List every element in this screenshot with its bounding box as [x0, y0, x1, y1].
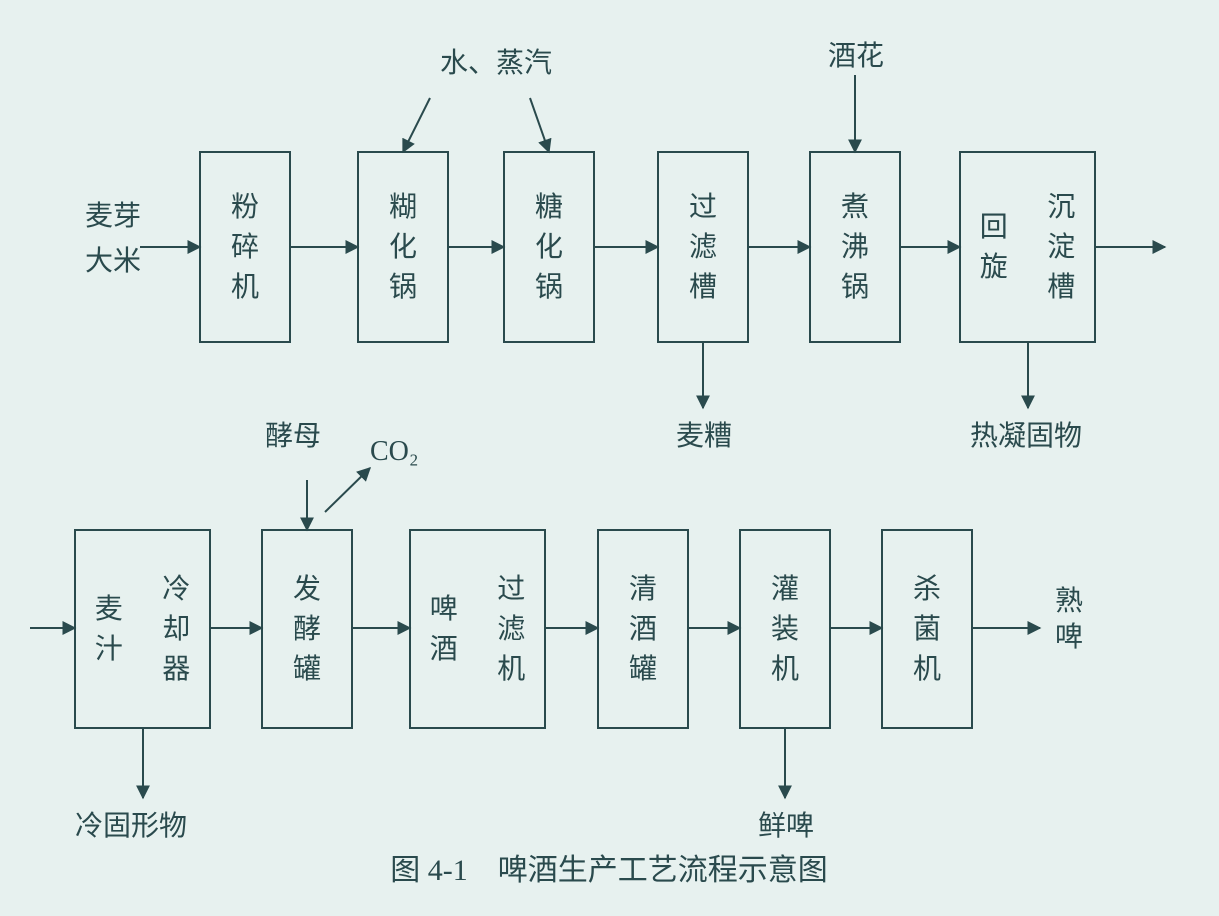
io-label: 冷固形物 [75, 810, 187, 842]
box-label: 发酵罐 [293, 573, 321, 685]
box-label: 粉碎机 [231, 191, 259, 303]
box-label: 煮沸锅 [841, 191, 869, 303]
canvas-bg [0, 0, 1219, 916]
box-label: 过滤槽 [689, 191, 717, 303]
figure-caption: 图 4-1 啤酒生产工艺流程示意图 [390, 854, 828, 887]
io-label: CO₂ [370, 436, 419, 467]
box-label: 清酒罐 [629, 573, 657, 685]
flowchart: 粉碎机糊化锅糖化锅过滤槽煮沸锅回旋沉淀槽麦汁冷却器发酵罐啤酒过滤机清酒罐灌装机杀… [0, 0, 1219, 916]
io-label: 大米 [85, 245, 141, 277]
box-label: 过滤机 [497, 573, 525, 685]
io-label: 酵母 [265, 421, 321, 452]
box-label: 灌装机 [771, 573, 799, 685]
io-label: 热凝固物 [970, 420, 1082, 452]
io-label: 麦芽 [85, 200, 141, 232]
box-label: 沉淀槽 [1047, 191, 1075, 303]
io-label: 鲜啤 [758, 810, 814, 842]
io-label: 酒花 [828, 40, 884, 72]
box-label: 糖化锅 [535, 191, 563, 303]
box-label: 糊化锅 [389, 191, 417, 303]
box-label: 杀菌机 [913, 573, 941, 685]
io-label: 麦糟 [676, 420, 732, 452]
box-label: 冷却器 [162, 573, 190, 685]
io-label: 水、蒸汽 [440, 47, 552, 79]
